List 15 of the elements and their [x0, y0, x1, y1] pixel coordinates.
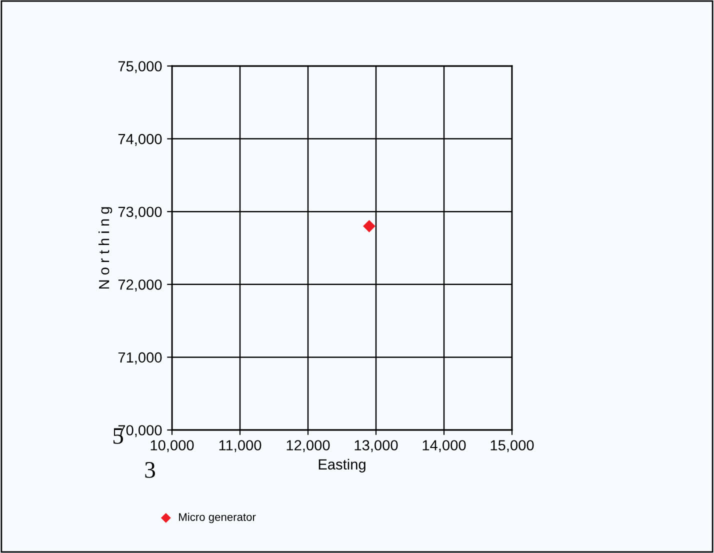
y-tick-label: 72,000 [118, 280, 162, 292]
y-tick-label: 71,000 [118, 352, 162, 364]
x-tick-label: 11,000 [219, 440, 262, 452]
y-tick-label: 73,000 [118, 206, 162, 219]
x-axis-title: Easting [318, 458, 366, 472]
x-tick-label: 13,000 [354, 440, 398, 452]
x-tick-label: 15,000 [490, 440, 534, 452]
x-tick-label: 10,000 [150, 440, 194, 452]
y-axis-title: N o r t h i n g [98, 207, 112, 289]
legend-label: Micro generator [179, 512, 256, 524]
x-tick-label: 14,000 [422, 440, 466, 452]
y-tick-label: 74,000 [118, 134, 162, 146]
text: 3 [145, 462, 155, 478]
y-tick-label: 75,000 [118, 61, 162, 74]
x-tick-label: 12,000 [286, 440, 330, 452]
